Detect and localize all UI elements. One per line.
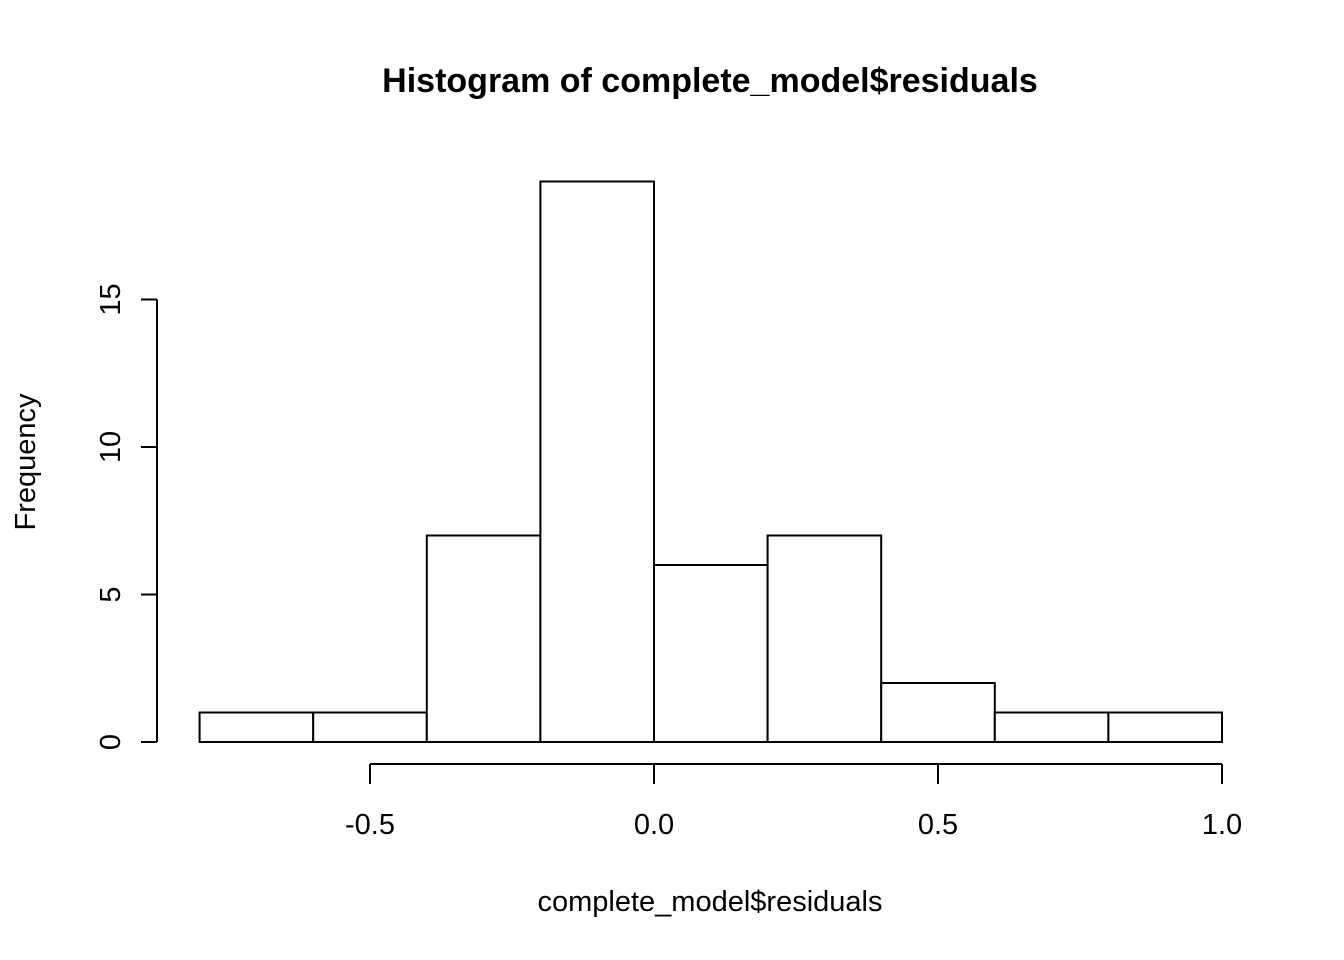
histogram-bar-7 (993, 711, 1110, 743)
histogram-bar-8 (1107, 711, 1224, 743)
x-axis-label: complete_model$residuals (538, 886, 883, 918)
chart-title: Histogram of complete_model$residuals (382, 62, 1038, 100)
histogram-bar-4 (653, 564, 769, 743)
histogram-bar-3 (539, 180, 656, 743)
x-tick-label: 0.5 (918, 809, 958, 841)
y-axis: 0 5 10 15 (95, 283, 158, 750)
x-axis: -0.5 0.0 0.5 1.0 (345, 763, 1242, 841)
y-axis-label: Frequency (10, 393, 42, 531)
histogram-bar-6 (880, 682, 996, 743)
x-tick-label: 1.0 (1202, 809, 1242, 841)
y-tick-label: 5 (95, 586, 127, 602)
x-tick-label: 0.0 (634, 809, 674, 841)
histogram-bars (198, 180, 1224, 743)
y-tick-label: 15 (95, 283, 127, 315)
y-tick-label: 10 (95, 431, 127, 463)
y-tick-label: 0 (95, 734, 127, 750)
histogram-bar-5 (766, 534, 883, 743)
x-tick-label: -0.5 (345, 809, 395, 841)
histogram-bar-0 (198, 711, 315, 743)
histogram-bar-1 (312, 711, 428, 743)
histogram-bar-2 (425, 534, 542, 743)
